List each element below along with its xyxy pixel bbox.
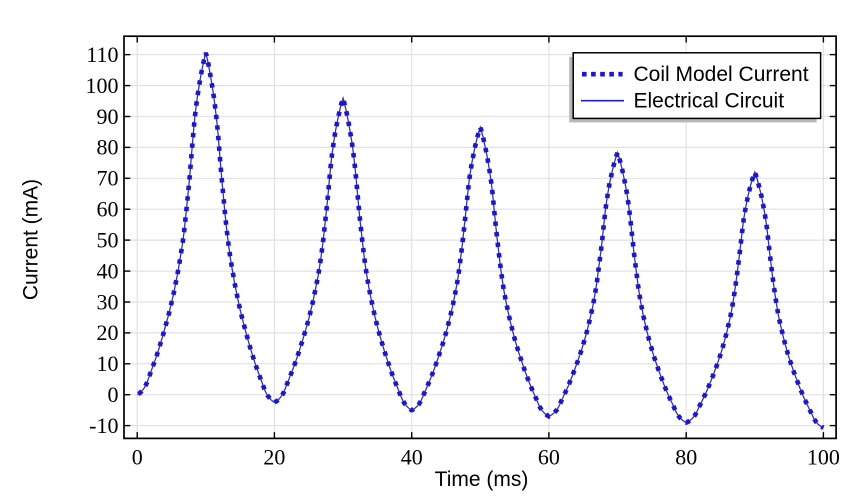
svg-text:60: 60 bbox=[538, 444, 560, 469]
svg-text:80: 80 bbox=[97, 135, 119, 160]
svg-text:60: 60 bbox=[97, 197, 119, 222]
svg-text:100: 100 bbox=[86, 73, 119, 98]
svg-text:Current (mA): Current (mA) bbox=[20, 179, 43, 300]
svg-text:40: 40 bbox=[97, 258, 119, 283]
svg-text:100: 100 bbox=[807, 444, 840, 469]
svg-text:110: 110 bbox=[86, 42, 118, 67]
svg-text:20: 20 bbox=[263, 444, 285, 469]
svg-text:Coil Model Current: Coil Model Current bbox=[634, 63, 809, 86]
svg-text:0: 0 bbox=[108, 382, 119, 407]
svg-text:20: 20 bbox=[97, 320, 119, 345]
svg-text:30: 30 bbox=[97, 289, 119, 314]
svg-text:Time (ms): Time (ms) bbox=[435, 468, 529, 491]
svg-text:Electrical Circuit: Electrical Circuit bbox=[634, 90, 785, 113]
svg-text:-10: -10 bbox=[89, 413, 118, 438]
svg-text:40: 40 bbox=[401, 444, 423, 469]
svg-text:50: 50 bbox=[97, 227, 119, 252]
svg-text:70: 70 bbox=[97, 166, 119, 191]
svg-text:0: 0 bbox=[132, 444, 143, 469]
svg-text:80: 80 bbox=[675, 444, 697, 469]
svg-text:90: 90 bbox=[97, 104, 119, 129]
svg-text:10: 10 bbox=[97, 351, 119, 376]
